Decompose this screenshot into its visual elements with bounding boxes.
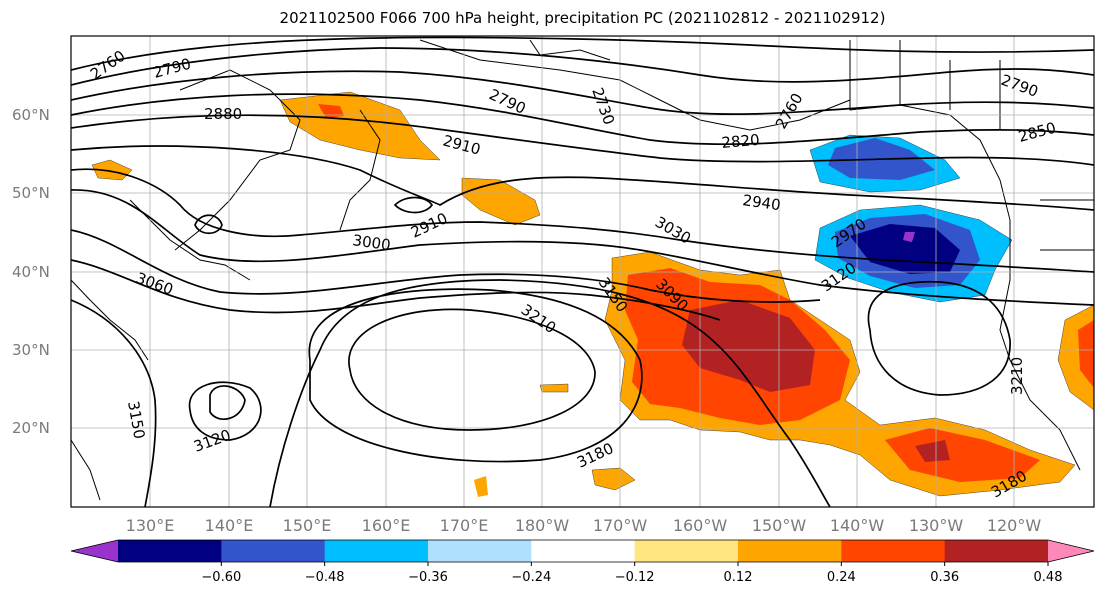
colorbar-tick-label: −0.60 — [201, 570, 241, 585]
contour-label: 2760 — [87, 47, 129, 84]
colorbar-tick-label: −0.36 — [408, 570, 448, 585]
colorbar-swatch — [738, 540, 842, 562]
lon-label: 120°W — [987, 516, 1042, 535]
colorbar-swatch — [944, 540, 1049, 562]
colorbar-extend-low — [71, 540, 118, 562]
contour-label: 3000 — [351, 231, 391, 254]
lon-label: 170°W — [593, 516, 648, 535]
colorbar-outline — [70, 539, 1095, 563]
lon-label: 150°W — [752, 516, 807, 535]
contour-label: 2790 — [999, 71, 1041, 101]
colorbar-tick-label: 0.48 — [1034, 570, 1063, 585]
contour-label: 2910 — [441, 131, 483, 158]
lon-label: 150°E — [283, 516, 332, 535]
colorbar-swatch — [531, 540, 636, 562]
colorbar-tick-label: 0.36 — [930, 570, 959, 585]
colorbar-tick-label: 0.12 — [724, 570, 753, 585]
lon-label: 170°E — [440, 516, 489, 535]
contour-label: 2880 — [204, 105, 242, 123]
contour-label: 3210 — [1008, 357, 1026, 395]
colorbar-tick-label: 0.24 — [827, 570, 856, 585]
contour-label: 2820 — [721, 131, 761, 152]
colorbar: −0.60 −0.48 −0.36 −0.24 −0.12 0.12 0.24 0.36 0.4… — [70, 539, 1095, 585]
lon-label: 130°E — [126, 516, 175, 535]
map-title: 2021102500 F066 700 hPa height, precipit… — [279, 9, 886, 27]
lat-label: 60°N — [12, 106, 50, 124]
contour-label: 2730 — [588, 85, 618, 127]
lon-label: 160°E — [362, 516, 411, 535]
colorbar-extend-high — [1048, 540, 1094, 562]
contour-label: 3120 — [191, 426, 233, 456]
contour-label: 2910 — [408, 209, 450, 241]
contour-label: 3030 — [652, 213, 694, 248]
colorbar-swatch — [221, 540, 326, 562]
colorbar-swatch — [324, 540, 429, 562]
lat-label: 40°N — [12, 263, 50, 281]
colorbar-tick-label: −0.24 — [511, 570, 551, 585]
colorbar-swatch — [634, 540, 739, 562]
latitude-labels: 60°N 50°N 40°N 30°N 20°N — [12, 106, 50, 437]
lon-label: 130°W — [909, 516, 964, 535]
contour-label: 3210 — [518, 301, 560, 338]
colorbar-swatch — [118, 540, 222, 562]
height-contours — [71, 36, 1094, 507]
graticule — [71, 36, 1094, 507]
colorbar-swatch — [841, 540, 946, 562]
lon-label: 160°W — [673, 516, 728, 535]
contour-label: 3150 — [124, 400, 148, 441]
lat-label: 50°N — [12, 184, 50, 202]
lon-label: 140°E — [205, 516, 254, 535]
colorbar-tick-label: −0.48 — [305, 570, 345, 585]
lon-label: 140°W — [830, 516, 885, 535]
colorbar-swatch — [428, 540, 532, 562]
longitude-labels: 130°E 140°E 150°E 160°E 170°E 180°W 170°… — [126, 516, 1042, 535]
contour-label: 2940 — [741, 191, 781, 214]
lon-label: 180°W — [515, 516, 570, 535]
coastlines — [71, 39, 1094, 501]
contour-label: 2850 — [1016, 119, 1058, 146]
contour-label: 2790 — [151, 55, 193, 82]
lat-label: 30°N — [12, 341, 50, 359]
lat-label: 20°N — [12, 419, 50, 437]
contour-label: 3060 — [134, 269, 176, 299]
map-frame — [70, 35, 1095, 508]
precip-shading — [91, 91, 1094, 497]
colorbar-tick-label: −0.12 — [615, 570, 655, 585]
